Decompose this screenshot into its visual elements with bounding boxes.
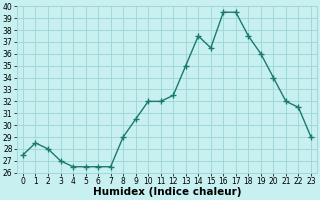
- X-axis label: Humidex (Indice chaleur): Humidex (Indice chaleur): [93, 187, 241, 197]
